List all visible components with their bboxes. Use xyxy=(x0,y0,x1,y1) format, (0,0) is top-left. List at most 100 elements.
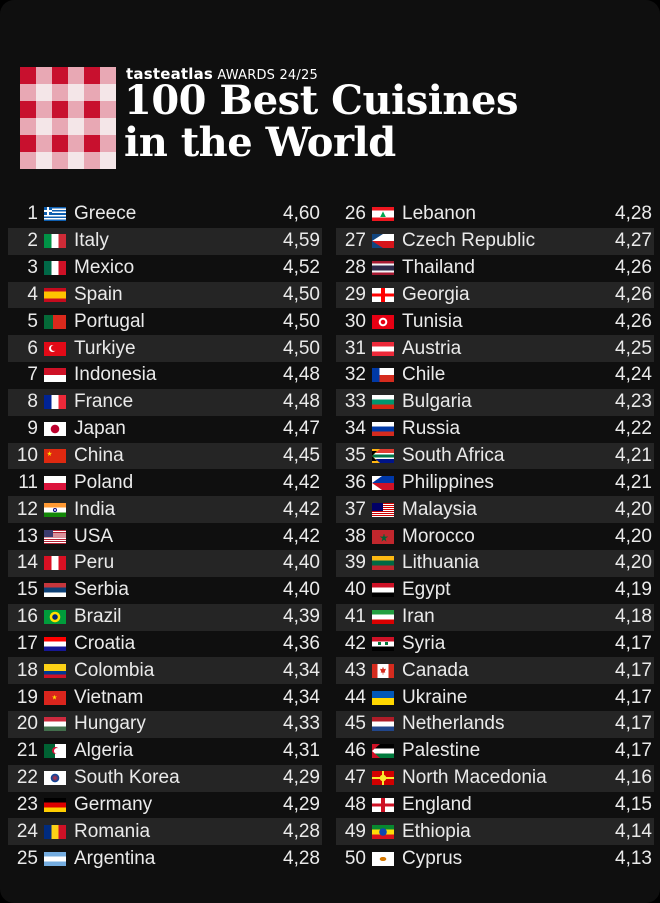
country-name: Serbia xyxy=(74,579,129,601)
country-name: Canada xyxy=(402,659,469,681)
table-row: 40 Egypt 4,19 xyxy=(336,577,654,604)
score-value: 4,45 xyxy=(283,445,320,467)
country-name: North Macedonia xyxy=(402,767,547,789)
score-value: 4,28 xyxy=(283,820,320,842)
france-flag-icon xyxy=(44,395,66,410)
rank-number: 42 xyxy=(344,632,366,654)
score-value: 4,20 xyxy=(615,498,652,520)
score-value: 4,29 xyxy=(283,793,320,815)
greece-flag-icon xyxy=(44,207,66,222)
country-name: Bulgaria xyxy=(402,391,472,413)
country-name: Iran xyxy=(402,606,435,628)
rank-number: 36 xyxy=(344,471,366,493)
rank-number: 17 xyxy=(16,632,38,654)
country-name: Poland xyxy=(74,471,134,493)
table-row: 47 North Macedonia 4,16 xyxy=(336,764,654,792)
table-row: 4 Spain 4,50 xyxy=(8,281,322,309)
checkered-logo-icon xyxy=(20,67,116,169)
table-row: 24 Romania 4,28 xyxy=(8,818,322,846)
table-row: 28 Thailand 4,26 xyxy=(336,255,654,282)
cyprus-flag-icon xyxy=(372,851,394,866)
score-value: 4,16 xyxy=(615,767,652,789)
rank-number: 11 xyxy=(18,471,38,493)
rank-number: 47 xyxy=(344,767,366,789)
score-value: 4,39 xyxy=(283,606,320,628)
rank-number: 3 xyxy=(27,257,38,279)
england-flag-icon xyxy=(372,797,394,812)
spain-flag-icon xyxy=(44,287,66,302)
country-name: Vietnam xyxy=(74,686,144,708)
table-row: 3 Mexico 4,52 xyxy=(8,255,322,282)
portugal-flag-icon xyxy=(44,314,66,329)
rank-number: 48 xyxy=(344,793,366,815)
country-name: Peru xyxy=(74,552,115,574)
rank-number: 34 xyxy=(344,418,366,440)
vietnam-flag-icon xyxy=(44,690,66,705)
country-name: South Africa xyxy=(402,445,505,467)
table-row: 18 Colombia 4,34 xyxy=(8,657,322,685)
table-row: 6 Turkiye 4,50 xyxy=(8,335,322,363)
rank-number: 6 xyxy=(27,337,38,359)
algeria-flag-icon xyxy=(44,744,66,759)
table-row: 49 Ethiopia 4,14 xyxy=(336,818,654,846)
country-name: South Korea xyxy=(74,767,180,789)
country-name: Japan xyxy=(74,418,126,440)
rank-number: 26 xyxy=(344,203,366,225)
score-value: 4,19 xyxy=(615,579,652,601)
palestine-flag-icon xyxy=(372,744,394,759)
country-name: England xyxy=(402,793,472,815)
rank-number: 50 xyxy=(344,847,366,869)
table-row: 19 Vietnam 4,34 xyxy=(8,684,322,711)
rank-number: 22 xyxy=(16,767,38,789)
table-row: 23 Germany 4,29 xyxy=(8,792,322,819)
country-name: Germany xyxy=(74,793,153,815)
rank-number: 13 xyxy=(16,525,38,547)
country-name: Morocco xyxy=(402,525,475,547)
japan-flag-icon xyxy=(44,422,66,437)
brand-suffix: AWARDS 24/25 xyxy=(217,68,318,83)
table-row: 29 Georgia 4,26 xyxy=(336,281,654,309)
rank-number: 43 xyxy=(344,659,366,681)
country-name: Indonesia xyxy=(74,364,157,386)
table-row: 15 Serbia 4,40 xyxy=(8,577,322,604)
score-value: 4,48 xyxy=(283,364,320,386)
brand-line: tasteatlas AWARDS 24/25 xyxy=(126,65,318,83)
rank-number: 15 xyxy=(16,579,38,601)
rank-number: 23 xyxy=(16,793,38,815)
south-korea-flag-icon xyxy=(44,771,66,786)
score-value: 4,33 xyxy=(283,713,320,735)
country-name: Lithuania xyxy=(402,552,480,574)
rank-number: 46 xyxy=(344,740,366,762)
score-value: 4,40 xyxy=(283,552,320,574)
score-value: 4,23 xyxy=(615,391,652,413)
country-name: Thailand xyxy=(402,257,475,279)
table-row: 8 France 4,48 xyxy=(8,388,322,416)
country-name: India xyxy=(74,498,116,520)
rank-number: 9 xyxy=(27,418,38,440)
rank-number: 44 xyxy=(344,686,366,708)
rank-number: 45 xyxy=(344,713,366,735)
score-value: 4,48 xyxy=(283,391,320,413)
china-flag-icon xyxy=(44,449,66,464)
page-title: 100 Best Cuisines in the World xyxy=(124,80,518,164)
score-value: 4,17 xyxy=(615,740,652,762)
ukraine-flag-icon xyxy=(372,690,394,705)
italy-flag-icon xyxy=(44,234,66,249)
score-value: 4,29 xyxy=(283,767,320,789)
table-row: 1 Greece 4,60 xyxy=(8,201,322,228)
table-row: 44 Ukraine 4,17 xyxy=(336,684,654,711)
score-value: 4,59 xyxy=(283,230,320,252)
score-value: 4,22 xyxy=(615,418,652,440)
poland-flag-icon xyxy=(44,475,66,490)
country-name: Russia xyxy=(402,418,461,440)
country-name: Greece xyxy=(74,203,137,225)
rank-number: 14 xyxy=(16,552,38,574)
score-value: 4,60 xyxy=(283,203,320,225)
score-value: 4,17 xyxy=(615,686,652,708)
germany-flag-icon xyxy=(44,797,66,812)
peru-flag-icon xyxy=(44,556,66,571)
score-value: 4,26 xyxy=(615,283,652,305)
country-name: Tunisia xyxy=(402,310,463,332)
title-line-1: 100 Best Cuisines xyxy=(124,77,518,124)
rank-number: 40 xyxy=(344,579,366,601)
